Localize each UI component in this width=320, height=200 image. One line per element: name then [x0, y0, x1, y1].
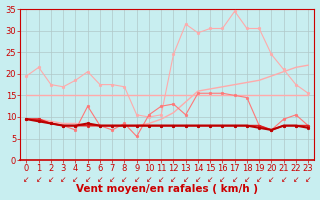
Text: ↙: ↙ [170, 175, 177, 184]
Text: ↙: ↙ [97, 175, 103, 184]
Text: ↙: ↙ [305, 175, 311, 184]
Text: ↙: ↙ [133, 175, 140, 184]
Text: ↙: ↙ [146, 175, 152, 184]
X-axis label: Vent moyen/en rafales ( km/h ): Vent moyen/en rafales ( km/h ) [76, 184, 258, 194]
Text: ↙: ↙ [256, 175, 262, 184]
Text: ↙: ↙ [281, 175, 287, 184]
Text: ↙: ↙ [219, 175, 226, 184]
Text: ↙: ↙ [60, 175, 67, 184]
Text: ↙: ↙ [268, 175, 275, 184]
Text: ↙: ↙ [195, 175, 201, 184]
Text: ↙: ↙ [109, 175, 116, 184]
Text: ↙: ↙ [84, 175, 91, 184]
Text: ↙: ↙ [293, 175, 299, 184]
Text: ↙: ↙ [231, 175, 238, 184]
Text: ↙: ↙ [23, 175, 30, 184]
Text: ↙: ↙ [244, 175, 250, 184]
Text: ↙: ↙ [158, 175, 164, 184]
Text: ↙: ↙ [48, 175, 54, 184]
Text: ↙: ↙ [121, 175, 128, 184]
Text: ↙: ↙ [182, 175, 189, 184]
Text: ↙: ↙ [72, 175, 79, 184]
Text: ↙: ↙ [36, 175, 42, 184]
Text: ↙: ↙ [207, 175, 213, 184]
